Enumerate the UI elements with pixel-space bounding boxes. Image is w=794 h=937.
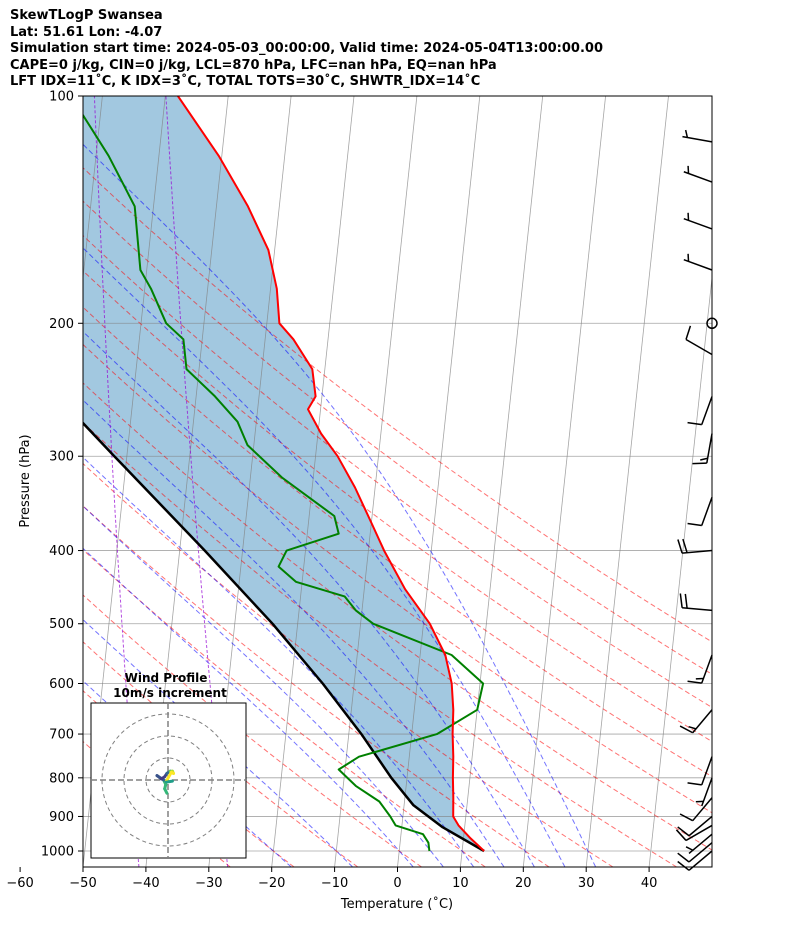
- parcel-profile-line: [83, 421, 485, 853]
- wind-barb-feather: [685, 325, 692, 340]
- x-tick-label: −10: [321, 876, 348, 891]
- wind-barb-feather: [685, 846, 694, 851]
- dry-adiabat: [83, 382, 712, 851]
- dry-adiabat: [83, 505, 550, 867]
- moist-adiabat: [83, 330, 535, 867]
- isotherm-line: [648, 273, 712, 867]
- wind-barb-feather: [687, 782, 702, 786]
- dry-adiabat: [83, 234, 712, 709]
- y-tick-label: 1000: [41, 845, 74, 860]
- wind-barb-feather: [679, 593, 683, 608]
- wind-barb-feather: [687, 522, 702, 527]
- wind-barb: [685, 824, 713, 842]
- cin-shade: [83, 96, 485, 851]
- dry-adiabat: [83, 306, 712, 778]
- y-tick-label: 600: [49, 677, 74, 692]
- chart-header: SkewTLogP Swansea Lat: 51.61 Lon: -4.07 …: [10, 8, 603, 91]
- isotherm-line: [271, 96, 355, 867]
- hodograph-subtitle: 10m/s increment: [113, 686, 227, 700]
- dry-adiabat: [83, 462, 614, 867]
- x-tick-label: −50: [69, 876, 96, 891]
- header-indices: LFT IDX=11˚C, K IDX=3˚C, TOTAL TOTS=30˚C…: [10, 74, 481, 89]
- wind-barb-feather: [677, 826, 690, 837]
- isotherm-line: [585, 96, 669, 867]
- wind-barb: [701, 396, 713, 425]
- wind-barb: [688, 815, 713, 837]
- wind-barb: [701, 497, 713, 526]
- y-axis-label: Pressure (hPa): [18, 434, 33, 527]
- dry-adiabat: [83, 270, 712, 743]
- wind-barb-feather: [692, 462, 707, 465]
- x-tick-label: 0: [393, 876, 401, 891]
- x-tick-label: −40: [132, 876, 159, 891]
- wind-barb-feather: [700, 457, 708, 461]
- wind-barb: [701, 756, 713, 786]
- header-location: Lat: 51.61 Lon: -4.07: [10, 24, 163, 40]
- wind-barb-feather: [684, 593, 688, 609]
- mixing-ratio-line: [165, 96, 229, 867]
- x-tick-label: −20: [258, 876, 285, 891]
- y-tick-label: 100: [49, 90, 74, 105]
- wind-barb-feather: [675, 829, 687, 841]
- dewpoint-line: [83, 113, 485, 852]
- moist-adiabat: [83, 456, 475, 867]
- isotherm-line: [460, 96, 544, 867]
- moist-adiabat: [83, 399, 505, 867]
- wind-barb-feather: [687, 680, 702, 684]
- header-times: Simulation start time: 2024-05-03_00:00:…: [10, 41, 603, 56]
- wind-barb-feather: [687, 421, 702, 426]
- wind-barb: [682, 606, 713, 612]
- y-tick-label: 300: [49, 450, 74, 465]
- y-tick-label: 900: [49, 810, 74, 825]
- isotherm-line: [83, 96, 103, 282]
- wind-barb-calm: [706, 317, 718, 330]
- hodograph-title: Wind Profile: [125, 671, 208, 685]
- wind-barb-feather: [682, 538, 688, 553]
- wind-barb-feather: [677, 852, 690, 863]
- wind-barb-feather: [679, 725, 694, 734]
- temperature-line: [177, 96, 485, 852]
- x-tick-label: 20: [515, 876, 532, 891]
- dry-adiabat: [83, 594, 422, 867]
- header-title: SkewTLogP Swansea: [10, 8, 163, 23]
- wind-barb-feather: [688, 725, 697, 730]
- y-tick-label: 200: [49, 317, 74, 332]
- x-tick-label: 30: [578, 876, 595, 891]
- x-axis-label: Temperature (˚C): [340, 896, 453, 912]
- x-tick-label: 10: [452, 876, 469, 891]
- wind-barb: [688, 842, 713, 863]
- moist-adiabat: [83, 143, 597, 867]
- x-tick-label: −30: [195, 876, 222, 891]
- x-tick-label: 40: [641, 876, 658, 891]
- x-tick-label: −60: [6, 876, 33, 891]
- wind-barb-feather: [679, 813, 694, 822]
- y-tick-label: 700: [49, 728, 74, 743]
- dry-adiabat: [83, 422, 677, 867]
- y-tick-label: 500: [49, 617, 74, 632]
- dry-adiabat: [83, 641, 359, 867]
- wind-barb-feather: [684, 129, 689, 138]
- wind-barb-feather: [677, 539, 683, 554]
- moist-adiabat: [83, 547, 414, 867]
- wind-barb-feather: [677, 860, 690, 871]
- wind-barb: [692, 797, 713, 822]
- header-cape: CAPE=0 j/kg, CIN=0 j/kg, LCL=870 hPa, LF…: [10, 57, 497, 73]
- hodograph-segment: [164, 779, 174, 784]
- moist-adiabat: [83, 618, 353, 867]
- isotherm-line: [522, 96, 606, 867]
- wind-barb: [688, 850, 713, 871]
- y-tick-label: 800: [49, 771, 74, 786]
- mixing-ratio-line: [93, 96, 140, 867]
- moist-adiabat: [83, 247, 566, 867]
- isotherm-line: [397, 96, 481, 867]
- dry-adiabat: [83, 548, 486, 867]
- y-tick-label: 400: [49, 544, 74, 559]
- dry-adiabat: [83, 343, 712, 814]
- wind-barb: [685, 338, 713, 356]
